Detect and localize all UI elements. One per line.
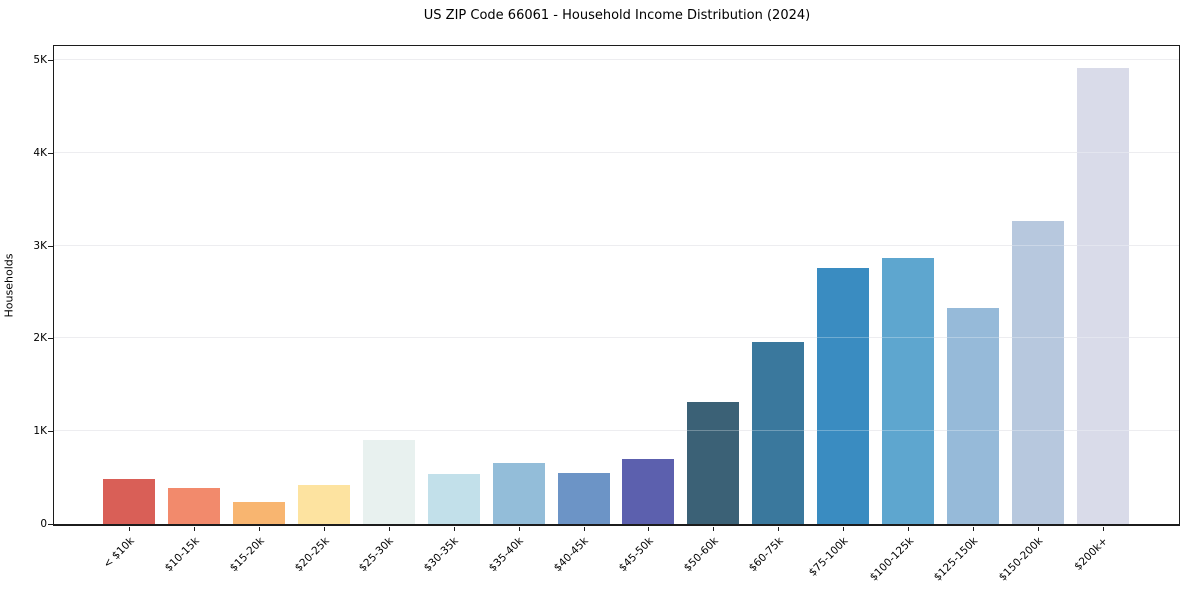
bar-$150-200k: [1012, 221, 1065, 524]
y-tick-label-4K: 4K: [33, 146, 47, 159]
bar-$50-60k: [687, 401, 740, 524]
x-tick-mark-$25-30k: [388, 527, 390, 531]
gridline-2K: [54, 337, 1179, 339]
bar-$45-50k: [622, 458, 675, 524]
x-tick-label-$150-200k: $150-200k: [996, 535, 1046, 584]
x-tick-label-$200k+: $200k+: [1072, 535, 1111, 573]
x-tick-mark-$40-45k: [583, 527, 585, 531]
bar-$40-45k: [557, 472, 610, 524]
x-tick-mark-$45-50k: [648, 527, 650, 531]
x-tick-mark-$35-40k: [518, 527, 520, 531]
y-tick-mark-5K: [48, 59, 53, 61]
x-tick-mark-$75-100k: [843, 527, 845, 531]
bar-$30-35k: [427, 474, 480, 524]
bar-$35-40k: [492, 463, 545, 524]
y-tick-label-0: 0: [40, 518, 47, 530]
y-axis-label: Households: [2, 253, 16, 318]
x-tick-mark-$60-75k: [778, 527, 780, 531]
x-tick-label-$45-50k: $45-50k: [616, 535, 656, 575]
bar-$15-20k: [232, 502, 285, 524]
y-tick-label-5K: 5K: [33, 53, 47, 66]
x-tick-mark-$200k+: [1102, 527, 1104, 531]
y-tick-mark-2K: [48, 338, 53, 340]
y-tick-label-1K: 1K: [33, 425, 47, 438]
x-tick-mark-< $10k: [129, 527, 130, 531]
gridline-overlay-2K: [54, 337, 1179, 339]
x-tick-mark-$50-60k: [713, 527, 715, 531]
gridline-3K: [54, 244, 1179, 246]
gridline-1K: [54, 430, 1179, 432]
gridline-overlay-1K: [54, 430, 1179, 432]
bar-$200k+: [1076, 67, 1129, 524]
bar-$20-25k: [297, 485, 350, 524]
chart-title: US ZIP Code 66061 - Household Income Dis…: [423, 8, 811, 23]
gridline-5K: [54, 58, 1179, 60]
x-tick-label-$100-125k: $100-125k: [867, 535, 916, 584]
plot-area: [53, 45, 1180, 526]
x-tick-label-$60-75k: $60-75k: [746, 535, 786, 575]
x-tick-label-< $10k: < $10k: [100, 535, 137, 571]
x-tick-label-$75-100k: $75-100k: [806, 535, 851, 579]
x-tick-label-$40-45k: $40-45k: [551, 535, 592, 575]
gridline-overlay-5K: [54, 58, 1179, 60]
x-tick-label-$15-20k: $15-20k: [227, 535, 267, 575]
y-tick-label-2K: 2K: [33, 332, 47, 345]
gridline-overlay-4K: [54, 151, 1179, 153]
x-tick-mark-$15-20k: [258, 527, 260, 531]
bar-$60-75k: [752, 342, 805, 524]
x-tick-label-$25-30k: $25-30k: [357, 535, 397, 575]
gridline-4K: [54, 151, 1179, 153]
bar-< $10k: [103, 479, 155, 524]
x-tick-label-$10-15k: $10-15k: [162, 535, 202, 575]
bar-$125-150k: [947, 308, 1000, 524]
y-tick-mark-0: [48, 524, 53, 525]
bar-$100-125k: [882, 258, 935, 524]
x-tick-label-$125-150k: $125-150k: [932, 535, 981, 584]
x-tick-label-$30-35k: $30-35k: [422, 535, 462, 575]
gridline-overlay-3K: [54, 244, 1179, 246]
x-tick-label-$35-40k: $35-40k: [486, 535, 527, 575]
bar-$10-15k: [167, 488, 220, 524]
x-tick-mark-$125-150k: [973, 527, 975, 531]
x-tick-mark-$30-35k: [453, 527, 455, 531]
y-tick-label-3K: 3K: [33, 239, 47, 252]
bar-$75-100k: [817, 268, 870, 524]
x-tick-mark-$100-125k: [908, 527, 910, 531]
x-tick-mark-$150-200k: [1038, 527, 1040, 531]
x-tick-label-$50-60k: $50-60k: [681, 535, 721, 575]
x-tick-mark-$20-25k: [323, 527, 325, 531]
y-tick-mark-4K: [48, 152, 53, 154]
y-tick-mark-3K: [48, 245, 53, 247]
y-tick-mark-1K: [48, 431, 53, 433]
x-tick-mark-$10-15k: [193, 527, 195, 531]
x-tick-label-$20-25k: $20-25k: [292, 535, 332, 575]
bar-$25-30k: [362, 439, 415, 524]
